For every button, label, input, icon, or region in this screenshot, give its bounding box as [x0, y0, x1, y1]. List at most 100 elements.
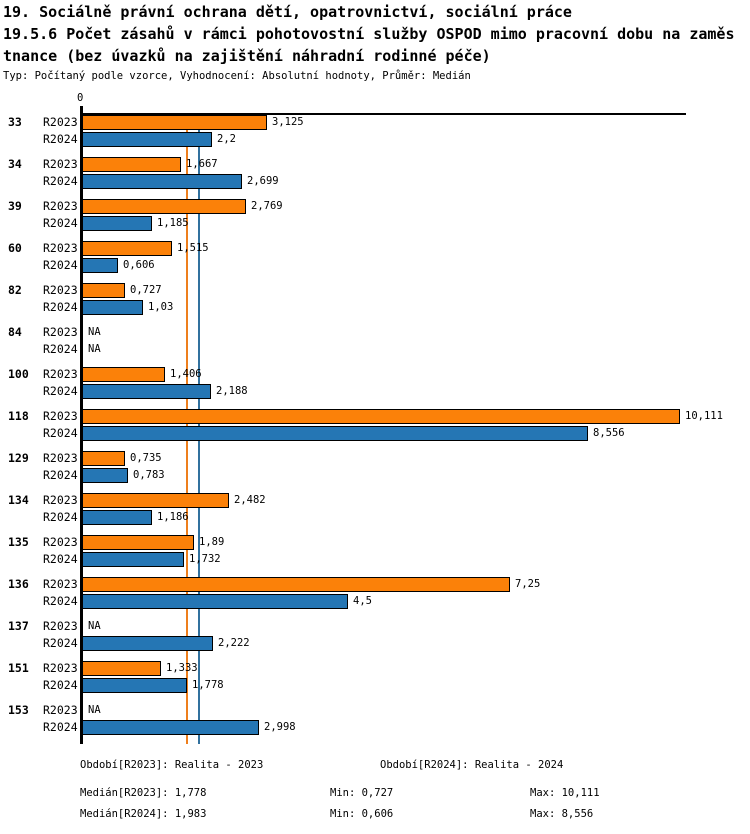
bar-r2024 — [82, 300, 143, 315]
series-label-r2024: R2024 — [43, 552, 78, 566]
bar-value-label: 1,778 — [192, 679, 224, 691]
category-label: 100 — [8, 367, 29, 381]
bar-r2024 — [82, 174, 242, 189]
series-label-r2024: R2024 — [43, 426, 78, 440]
bar-value-label: 2,699 — [247, 175, 279, 187]
bar-r2023 — [82, 157, 181, 172]
category-label: 60 — [8, 241, 22, 255]
series-label-r2023: R2023 — [43, 367, 78, 381]
bar-r2023 — [82, 661, 161, 676]
series-label-r2024: R2024 — [43, 510, 78, 524]
x-axis-origin-tick-label: 0 — [77, 92, 84, 104]
bar-na-label: NA — [88, 704, 101, 716]
bar-r2024 — [82, 384, 211, 399]
bar-value-label: 0,606 — [123, 259, 155, 271]
bar-r2023 — [82, 367, 165, 382]
bar-na-label: NA — [88, 343, 101, 355]
bar-r2024 — [82, 678, 187, 693]
series-label-r2024: R2024 — [43, 594, 78, 608]
bar-value-label: 2,2 — [217, 133, 236, 145]
bar-r2024 — [82, 216, 152, 231]
series-label-r2024: R2024 — [43, 678, 78, 692]
bar-value-label: 0,783 — [133, 469, 165, 481]
legend-min-r2023: Min: 0,727 — [330, 787, 394, 799]
bar-value-label: 1,89 — [199, 536, 225, 548]
bar-value-label: 8,556 — [593, 427, 625, 439]
bar-value-label: 4,5 — [353, 595, 372, 607]
bar-r2024 — [82, 510, 152, 525]
series-label-r2023: R2023 — [43, 661, 78, 675]
category-label: 118 — [8, 409, 29, 423]
series-label-r2023: R2023 — [43, 409, 78, 423]
category-label: 129 — [8, 451, 29, 465]
series-label-r2023: R2023 — [43, 619, 78, 633]
series-label-r2024: R2024 — [43, 720, 78, 734]
category-label: 134 — [8, 493, 29, 507]
bar-value-label: 1,515 — [177, 242, 209, 254]
bar-value-label: 1,333 — [166, 662, 198, 674]
bar-r2024 — [82, 720, 259, 735]
bar-r2024 — [82, 552, 184, 567]
category-label: 137 — [8, 619, 29, 633]
bar-value-label: 0,735 — [130, 452, 162, 464]
series-label-r2024: R2024 — [43, 384, 78, 398]
legend-period-r2024: Období[R2024]: Realita - 2024 — [380, 759, 564, 771]
series-label-r2024: R2024 — [43, 132, 78, 146]
bar-value-label: 2,188 — [216, 385, 248, 397]
bar-na-label: NA — [88, 326, 101, 338]
category-label: 136 — [8, 577, 29, 591]
bar-value-label: 1,667 — [186, 158, 218, 170]
series-label-r2023: R2023 — [43, 325, 78, 339]
bar-value-label: 0,727 — [130, 284, 162, 296]
bar-value-label: 2,222 — [218, 637, 250, 649]
bar-value-label: 1,185 — [157, 217, 189, 229]
series-label-r2023: R2023 — [43, 703, 78, 717]
bar-r2023 — [82, 493, 229, 508]
category-label: 34 — [8, 157, 22, 171]
bar-value-label: 7,25 — [515, 578, 541, 590]
y-axis-line — [80, 106, 83, 744]
category-label: 135 — [8, 535, 29, 549]
series-label-r2023: R2023 — [43, 241, 78, 255]
series-label-r2024: R2024 — [43, 300, 78, 314]
series-label-r2024: R2024 — [43, 636, 78, 650]
bar-value-label: 1,186 — [157, 511, 189, 523]
series-label-r2023: R2023 — [43, 283, 78, 297]
series-label-r2024: R2024 — [43, 468, 78, 482]
bar-r2023 — [82, 409, 680, 424]
series-label-r2023: R2023 — [43, 157, 78, 171]
series-label-r2023: R2023 — [43, 451, 78, 465]
bar-value-label: 3,125 — [272, 116, 304, 128]
page-title-line-2: 19.5.6 Počet zásahů v rámci pohotovostní… — [3, 25, 735, 43]
x-axis-line — [80, 113, 686, 115]
bar-r2023 — [82, 115, 267, 130]
series-label-r2023: R2023 — [43, 199, 78, 213]
bar-r2023 — [82, 199, 246, 214]
bar-value-label: 1,732 — [189, 553, 221, 565]
legend-median-r2023: Medián[R2023]: 1,778 — [80, 787, 207, 799]
series-label-r2023: R2023 — [43, 577, 78, 591]
series-label-r2023: R2023 — [43, 535, 78, 549]
series-label-r2023: R2023 — [43, 493, 78, 507]
bar-na-label: NA — [88, 620, 101, 632]
bar-r2024 — [82, 426, 588, 441]
bar-value-label: 1,406 — [170, 368, 202, 380]
page-title-line-1: 19. Sociálně právní ochrana dětí, opatro… — [3, 3, 572, 21]
category-label: 84 — [8, 325, 22, 339]
series-label-r2024: R2024 — [43, 258, 78, 272]
bar-value-label: 2,998 — [264, 721, 296, 733]
category-label: 151 — [8, 661, 29, 675]
legend-min-r2024: Min: 0,606 — [330, 808, 394, 820]
bar-r2024 — [82, 468, 128, 483]
bar-r2024 — [82, 258, 118, 273]
legend-median-r2024: Medián[R2024]: 1,983 — [80, 808, 207, 820]
bar-value-label: 10,111 — [685, 410, 723, 422]
bar-r2023 — [82, 577, 510, 592]
bar-r2024 — [82, 636, 213, 651]
legend-period-r2023: Období[R2023]: Realita - 2023 — [80, 759, 264, 771]
chart-subtitle: Typ: Počítaný podle vzorce, Vyhodnocení:… — [3, 70, 471, 82]
bar-value-label: 1,03 — [148, 301, 174, 313]
page-title-line-3: tnance (bez úvazků na zajištění náhradní… — [3, 47, 491, 65]
bar-r2023 — [82, 283, 125, 298]
